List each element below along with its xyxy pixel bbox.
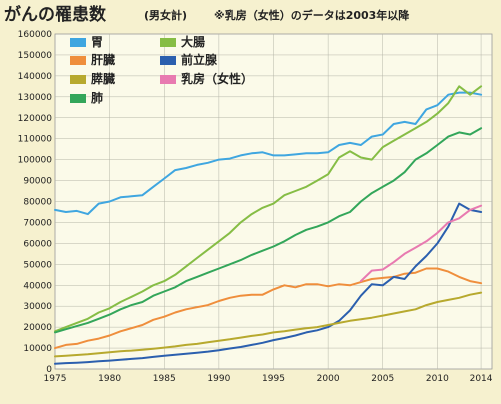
series-lines bbox=[54, 85, 483, 365]
x-tick-label: 2014 bbox=[470, 374, 493, 384]
y-tick-label: 50000 bbox=[23, 260, 52, 270]
x-tick-label: 2010 bbox=[426, 374, 449, 384]
legend-label: 大腸 bbox=[181, 34, 205, 49]
series-line-1 bbox=[54, 85, 483, 333]
y-tick-label: 70000 bbox=[23, 218, 52, 228]
x-tick-label: 1980 bbox=[98, 374, 121, 384]
y-tick-label: 120000 bbox=[18, 114, 53, 124]
legend-swatch bbox=[160, 38, 176, 47]
y-tick-label: 10000 bbox=[23, 344, 52, 354]
legend-swatch bbox=[70, 75, 86, 84]
y-tick-label: 40000 bbox=[23, 281, 52, 291]
y-tick-label: 140000 bbox=[18, 72, 53, 82]
legend-swatch bbox=[70, 38, 86, 47]
y-tick-label: 90000 bbox=[23, 177, 52, 187]
legend-label: 肝臓 bbox=[91, 52, 115, 67]
x-tick-label: 1990 bbox=[207, 374, 230, 384]
legend-label: 膵臓 bbox=[91, 71, 115, 86]
series-line-0 bbox=[54, 91, 483, 216]
legend-swatch bbox=[160, 75, 176, 84]
series-line-4 bbox=[54, 202, 483, 365]
legend-label: 乳房（女性） bbox=[181, 71, 253, 86]
y-tick-label: 160000 bbox=[18, 30, 53, 40]
x-tick-label: 2005 bbox=[371, 374, 394, 384]
y-tick-label: 60000 bbox=[23, 239, 52, 249]
chart-note: ※乳房（女性）のデータは2003年以降 bbox=[214, 8, 410, 22]
grid bbox=[55, 34, 492, 369]
chart-title: がんの罹患数 bbox=[4, 4, 107, 25]
legend-label: 肺 bbox=[91, 90, 103, 105]
axes: 0 10000 20000 30000 40000 50000 60000 70000 8000… bbox=[18, 30, 493, 384]
y-tick-label: 100000 bbox=[18, 156, 53, 166]
legend-swatch bbox=[70, 94, 86, 103]
y-tick-label: 20000 bbox=[23, 323, 52, 333]
series-line-5 bbox=[359, 204, 483, 283]
y-tick-label: 80000 bbox=[23, 198, 52, 208]
y-tick-label: 0 bbox=[46, 365, 52, 375]
series-line-2 bbox=[54, 127, 483, 334]
y-tick-label: 110000 bbox=[18, 135, 53, 145]
x-tick-label: 1995 bbox=[262, 374, 285, 384]
y-tick-label: 130000 bbox=[18, 93, 53, 103]
y-tick-label: 30000 bbox=[23, 302, 52, 312]
x-tick-label: 2000 bbox=[317, 374, 340, 384]
series-line-6 bbox=[54, 291, 483, 358]
y-tick-label: 150000 bbox=[18, 51, 53, 61]
legend-swatch bbox=[160, 56, 176, 65]
x-tick-label: 1975 bbox=[44, 374, 67, 384]
legend-swatch bbox=[70, 56, 86, 65]
legend-label: 前立腺 bbox=[181, 52, 218, 67]
x-tick-label: 1985 bbox=[153, 374, 176, 384]
chart-subtitle: (男女計) bbox=[144, 8, 187, 22]
legend-label: 胃 bbox=[91, 35, 103, 49]
